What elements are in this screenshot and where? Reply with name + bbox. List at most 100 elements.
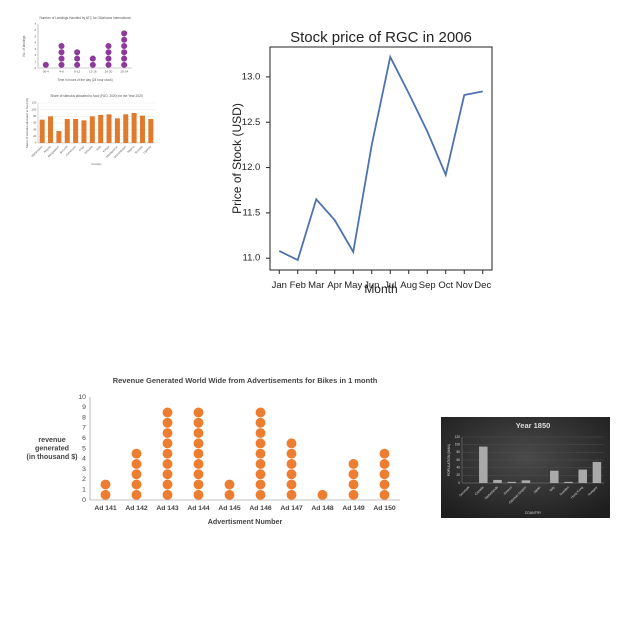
dot (162, 448, 173, 459)
x-tick-label: Ad 149 (342, 505, 365, 512)
x-tick-label: Ethiopia (84, 144, 94, 154)
x-tick-label: Ad 146 (249, 505, 272, 512)
x-tick-label: Nigeria (126, 144, 135, 153)
x-tick-label: Dec (474, 280, 491, 291)
dot (193, 417, 204, 428)
dot (105, 61, 112, 68)
x-tick-label: Oct (438, 280, 453, 291)
y-tick-label: 120 (32, 101, 37, 105)
bar (106, 114, 112, 143)
y-tick-label: 2 (35, 53, 37, 57)
x-tick-label: Jun (364, 280, 379, 291)
x-tick-label: Apr (327, 280, 342, 291)
bar (56, 131, 62, 143)
dot (131, 469, 142, 480)
dot (58, 55, 65, 62)
y-tick-label: 0 (35, 141, 37, 145)
dot (89, 61, 96, 68)
dot (121, 55, 128, 62)
dot (379, 459, 390, 469)
chart-title: Revenue Generated World Wide from Advert… (113, 376, 378, 385)
dot (162, 407, 173, 418)
dot (255, 407, 266, 418)
y-tick-label: 60 (457, 458, 461, 462)
dot-stack (42, 61, 49, 68)
x-tick-label: 00-4 (43, 69, 49, 73)
x-tick-label: Aug (400, 280, 417, 291)
dot-stack (224, 479, 235, 500)
x-tick-label: Italy (549, 485, 556, 492)
dot-stack (317, 489, 328, 500)
dot (379, 469, 390, 480)
x-tick-label: 8-12 (74, 69, 80, 73)
y-tick-label: 7 (82, 425, 86, 432)
x-tick-label: Feb (290, 280, 306, 291)
y-tick-label: 12.5 (242, 117, 261, 128)
dot (286, 438, 297, 449)
dot (317, 489, 328, 500)
x-axis-label: Time in hours of the day (24 hour clock) (57, 78, 112, 82)
plot-frame (269, 46, 493, 271)
bar (114, 118, 120, 143)
y-tick-label: 1 (82, 486, 86, 493)
bar (507, 481, 516, 483)
dot (162, 479, 173, 490)
y-tick-label: 10 (78, 394, 86, 401)
x-tick-label: Ad 145 (218, 505, 241, 512)
dot (286, 479, 297, 490)
bar (81, 120, 87, 143)
x-tick-label: Canada (474, 485, 485, 496)
dot (255, 479, 266, 490)
y-tick-label: 1 (35, 60, 37, 64)
dot (105, 55, 112, 62)
bar (98, 115, 104, 143)
y-tick-label: 7 (35, 22, 37, 26)
y-axis-label: No. of landings (22, 35, 26, 56)
x-tick-label: Ad 143 (156, 505, 179, 512)
y-axis-label: Share of stimulus allocated to food (%) (25, 98, 29, 148)
bar (73, 119, 79, 143)
x-tick-label: Ad 144 (187, 505, 210, 512)
dot (379, 479, 390, 490)
dot-stack (58, 42, 65, 68)
dot (42, 61, 49, 68)
dot (193, 448, 204, 459)
dot (255, 428, 266, 438)
bar (592, 461, 602, 483)
bar (48, 116, 54, 143)
bar (148, 119, 154, 143)
y-tick-label: 6 (82, 435, 86, 442)
dot (193, 489, 204, 500)
dot (121, 49, 128, 56)
line (278, 54, 483, 262)
dot-stack (379, 448, 390, 500)
x-tick-label: Kenya (102, 144, 111, 153)
dot (286, 448, 297, 459)
chart-title: Number of Landings Handled by ATC for Ok… (39, 16, 130, 20)
bar (89, 116, 95, 143)
bar (564, 481, 573, 483)
y-tick-label: 60 (33, 121, 37, 125)
y-axis-label: (in thousand $) (26, 453, 78, 461)
dot (162, 489, 173, 500)
dot (193, 438, 204, 449)
chart-title: Share of stimulus allocated to food (FAO… (50, 94, 143, 98)
dot (255, 469, 266, 480)
dot (255, 489, 266, 500)
y-tick-label: 100 (455, 443, 461, 447)
x-tick-label: Ad 150 (373, 505, 396, 512)
y-tick-label: 80 (457, 450, 461, 454)
y-axis-label: Price of Stock (USD) (230, 103, 244, 214)
dot (74, 55, 81, 62)
dot-stack (255, 407, 266, 500)
x-tick-label: Greece (503, 485, 513, 495)
dot-stack (121, 30, 128, 68)
dot (58, 61, 65, 68)
dot (105, 42, 112, 50)
x-tick-label: 16-20 (105, 69, 113, 73)
bar (123, 114, 129, 143)
x-tick-label: Ad 142 (125, 505, 148, 512)
y-axis-label: POPULATION (MAN) (447, 444, 451, 476)
dot (162, 428, 173, 438)
